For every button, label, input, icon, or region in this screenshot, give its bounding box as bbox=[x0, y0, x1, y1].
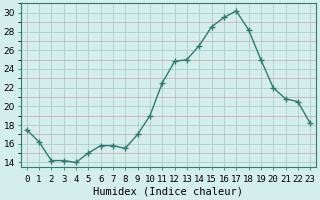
X-axis label: Humidex (Indice chaleur): Humidex (Indice chaleur) bbox=[93, 187, 244, 197]
